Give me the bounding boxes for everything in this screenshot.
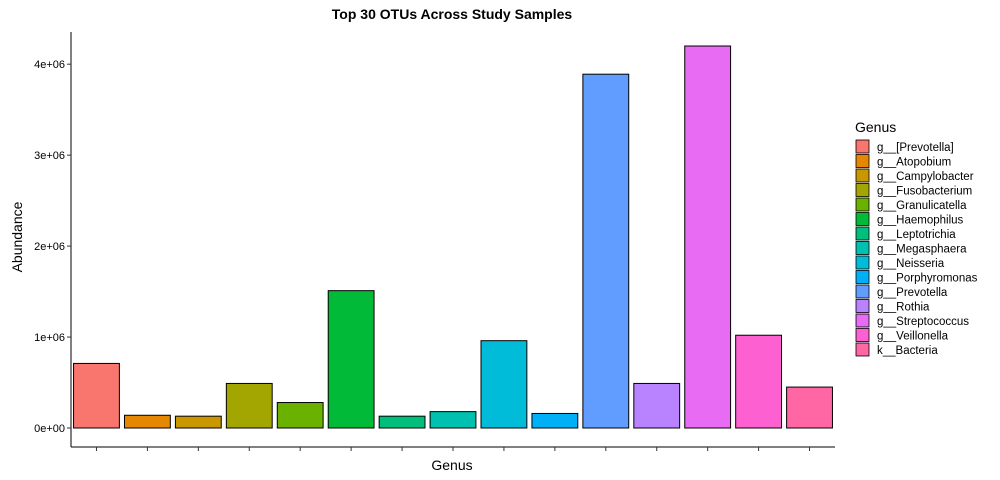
legend-label: g__Porphyromonas: [877, 273, 978, 285]
legend-key: [855, 328, 870, 342]
y-tick-label: 0e+00: [34, 423, 65, 435]
bar-13: [684, 45, 732, 429]
legend-label: g__Neisseria: [877, 258, 945, 270]
bar-10: [531, 412, 579, 429]
legend-key: [855, 212, 870, 226]
bar-4: [225, 382, 273, 429]
legend-key: [855, 139, 870, 154]
legend-label: g__Fusobacterium: [877, 186, 972, 198]
bar-1: [73, 362, 120, 429]
legend-key: [855, 183, 870, 197]
x-axis-label: Genus: [431, 457, 472, 473]
legend-label: g__Rothia: [877, 302, 930, 314]
legend-key: [855, 226, 870, 241]
bar-15: [786, 386, 833, 429]
chart-title: Top 30 OTUs Across Study Samples: [332, 6, 573, 22]
bar-11: [582, 73, 630, 429]
legend-label: g__Veillonella: [877, 331, 949, 343]
y-axis: 0e+00 1e+06 2e+06 3e+06 4e+06: [34, 32, 72, 447]
bar-5: [276, 402, 324, 429]
legend-label: g__Megasphaera: [877, 244, 967, 256]
x-axis: [71, 446, 835, 451]
legend-key: [855, 299, 870, 313]
y-axis-label: Abundance: [9, 201, 25, 272]
legend-key: [855, 241, 870, 255]
legend-key: [855, 197, 870, 212]
legend-label: g__Atopobium: [877, 157, 951, 169]
legend-label: g__Prevotella: [877, 287, 948, 299]
bar-14: [735, 334, 783, 429]
legend-key: [855, 284, 870, 299]
bar-6: [327, 290, 375, 429]
legend-key: [855, 342, 870, 357]
bar-12: [633, 382, 681, 429]
bar-3: [174, 415, 222, 429]
legend-label: g__Streptococcus: [877, 316, 969, 328]
legend-label: g__Granulicatella: [877, 200, 967, 212]
legend-label: k__Bacteria: [877, 345, 938, 357]
plot-area: [73, 45, 833, 429]
y-tick-label: 1e+06: [34, 332, 65, 344]
legend-title: Genus: [855, 119, 896, 135]
y-tick-label: 4e+06: [34, 59, 65, 71]
legend-label: g__[Prevotella]: [877, 142, 954, 154]
y-tick-label: 2e+06: [34, 241, 65, 253]
legend-key: [855, 255, 870, 270]
bar-8: [429, 411, 477, 429]
bar-9: [480, 340, 528, 429]
legend-label: g__Campylobacter: [877, 171, 974, 183]
legend-key: [855, 313, 870, 328]
y-tick-label: 3e+06: [34, 150, 65, 162]
bar-2: [123, 414, 171, 429]
legend-label: g__Haemophilus: [877, 215, 964, 227]
legend-key: [855, 270, 870, 284]
legend: Genus g__[Prevotella] g__Atopobium g__Camp…: [855, 119, 978, 357]
legend-label: g__Leptotrichia: [877, 229, 956, 241]
bar-7: [378, 415, 426, 429]
legend-key: [855, 168, 870, 183]
legend-key: [855, 154, 870, 168]
